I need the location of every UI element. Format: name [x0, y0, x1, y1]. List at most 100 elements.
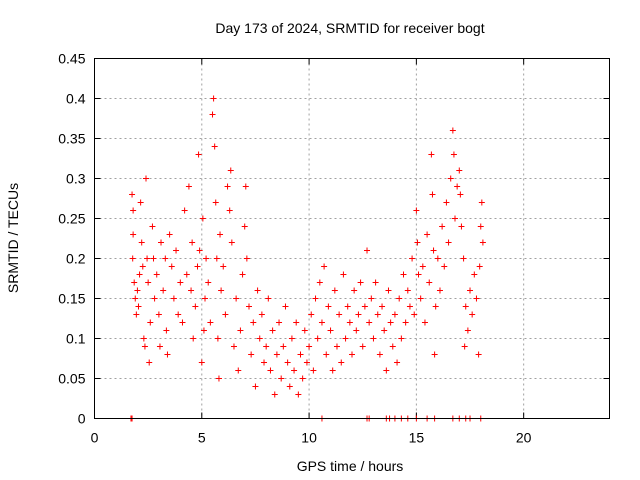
- data-point: [454, 183, 461, 190]
- data-point: [185, 183, 192, 190]
- data-point: [329, 367, 336, 374]
- data-point: [370, 335, 377, 342]
- data-point: [456, 167, 463, 174]
- data-point: [353, 327, 360, 334]
- data-point: [291, 367, 298, 374]
- data-point: [137, 199, 144, 206]
- data-point: [414, 239, 421, 246]
- data-point: [458, 223, 465, 230]
- y-tick-label: 0.05: [58, 371, 85, 387]
- data-point: [203, 255, 210, 262]
- data-point: [387, 319, 394, 326]
- data-point: [183, 271, 190, 278]
- data-point: [430, 247, 437, 254]
- data-point: [478, 199, 485, 206]
- data-point: [190, 335, 197, 342]
- data-point: [331, 287, 338, 294]
- data-point: [140, 335, 147, 342]
- data-point: [419, 263, 426, 270]
- data-point: [233, 295, 240, 302]
- data-point: [381, 327, 388, 334]
- data-point: [338, 359, 345, 366]
- data-point: [457, 191, 464, 198]
- data-point: [411, 311, 418, 318]
- data-point: [398, 335, 405, 342]
- data-point: [271, 391, 278, 398]
- data-point: [413, 207, 420, 214]
- data-point: [432, 303, 439, 310]
- data-point: [143, 175, 149, 182]
- data-point: [212, 199, 219, 206]
- data-point: [402, 319, 409, 326]
- data-point: [214, 335, 221, 342]
- x-tick-label: 20: [516, 430, 532, 446]
- data-point: [473, 295, 480, 302]
- data-point: [181, 207, 188, 214]
- data-point: [202, 295, 209, 302]
- data-point: [299, 375, 306, 382]
- data-point: [379, 303, 386, 310]
- data-point: [156, 343, 163, 350]
- data-point: [366, 319, 373, 326]
- data-point: [188, 287, 195, 294]
- data-point: [273, 351, 280, 358]
- data-point: [151, 295, 158, 302]
- data-point: [192, 303, 199, 310]
- data-point: [278, 375, 285, 382]
- data-point: [254, 287, 261, 294]
- data-point: [228, 239, 235, 246]
- data-point: [166, 231, 173, 238]
- data-point: [276, 319, 283, 326]
- data-point: [135, 303, 142, 310]
- data-point: [477, 223, 484, 230]
- data-point: [464, 327, 471, 334]
- data-point: [136, 271, 143, 278]
- data-point: [131, 279, 138, 286]
- data-point: [155, 311, 162, 318]
- data-point: [469, 311, 476, 318]
- data-point: [146, 359, 153, 366]
- data-point: [199, 215, 206, 222]
- y-tick-label: 0.4: [66, 91, 86, 107]
- data-point: [404, 287, 411, 294]
- data-point: [415, 271, 422, 278]
- data-point: [450, 151, 457, 158]
- data-point: [344, 303, 351, 310]
- data-point: [132, 295, 139, 302]
- data-point: [134, 287, 141, 294]
- data-point: [460, 255, 467, 262]
- y-tick-label: 0.2: [66, 251, 86, 267]
- data-point: [325, 303, 332, 310]
- x-tick-label: 0: [91, 430, 99, 446]
- data-point: [220, 263, 227, 270]
- data-point: [471, 271, 478, 278]
- data-point: [235, 367, 242, 374]
- data-point: [217, 231, 224, 238]
- data-point: [467, 287, 474, 294]
- data-point: [179, 319, 186, 326]
- data-point: [385, 287, 392, 294]
- data-point: [389, 343, 396, 350]
- data-point: [396, 295, 403, 302]
- data-point: [288, 335, 295, 342]
- grid: [94, 58, 610, 419]
- data-point: [160, 287, 167, 294]
- y-tick-label: 0.15: [58, 291, 85, 307]
- data-point: [130, 231, 137, 238]
- data-point: [306, 343, 313, 350]
- data-point: [394, 359, 401, 366]
- chart-title: Day 173 of 2024, SRMTID for receiver bog…: [215, 20, 484, 36]
- data-point: [346, 319, 353, 326]
- data-point: [286, 383, 293, 390]
- data-point: [200, 327, 207, 334]
- data-point: [349, 351, 355, 358]
- data-point: [205, 279, 212, 286]
- data-point: [173, 247, 180, 254]
- data-point: [391, 311, 398, 318]
- data-point: [303, 359, 310, 366]
- data-point: [333, 343, 340, 350]
- data-point: [258, 311, 265, 318]
- data-point: [243, 255, 250, 262]
- y-tick-label: 0.45: [58, 51, 85, 67]
- data-point: [144, 255, 151, 262]
